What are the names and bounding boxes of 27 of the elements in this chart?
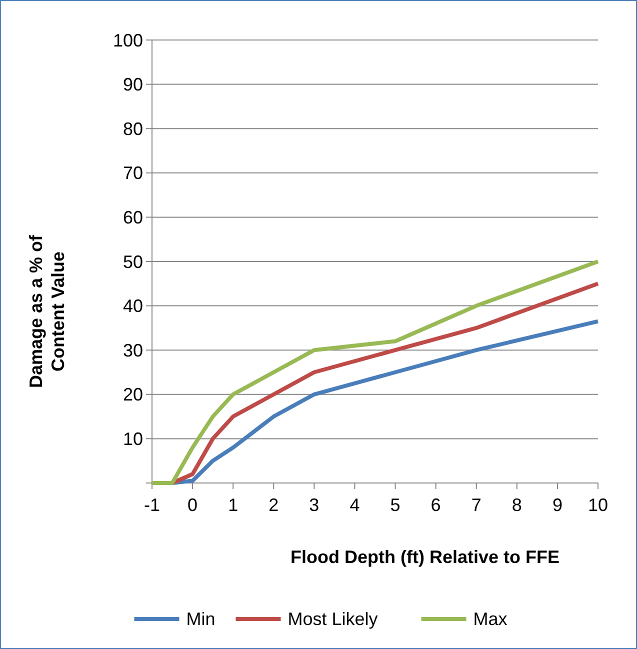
legend-label: Max	[473, 609, 508, 629]
y-tick-label: 80	[122, 118, 143, 139]
y-tick-label: 100	[112, 30, 143, 50]
y-tick-label: 40	[122, 296, 143, 316]
y-tick-label: 90	[122, 74, 143, 95]
x-tick-label: 10	[588, 495, 608, 515]
x-tick-label: 4	[350, 495, 360, 515]
x-tick-label: 2	[268, 495, 279, 515]
legend-label: Min	[186, 609, 216, 629]
x-tick-label: 8	[512, 495, 522, 515]
x-tick-label: 5	[390, 495, 400, 515]
y-tick-label: 70	[122, 163, 143, 184]
x-tick-label: -1	[144, 495, 160, 515]
x-tick-label: 0	[188, 495, 198, 515]
y-axis-title: Damage as a % of Content Value	[26, 234, 68, 388]
x-tick-label: 3	[309, 495, 320, 515]
legend-label: Most Likely	[288, 609, 378, 629]
y-tick-label: 30	[122, 340, 143, 360]
y-tick-label: 50	[122, 252, 143, 272]
x-tick-label: 7	[471, 495, 482, 515]
y-tick-label: 20	[122, 384, 143, 405]
x-tick-label: 6	[430, 495, 441, 515]
x-axis-title: Flood Depth (ft) Relative to FFE	[290, 547, 560, 567]
y-tick-label: 60	[122, 208, 143, 228]
x-tick-label: 1	[228, 495, 238, 515]
x-tick-label: 9	[552, 495, 562, 515]
y-tick-label: 10	[122, 429, 143, 449]
